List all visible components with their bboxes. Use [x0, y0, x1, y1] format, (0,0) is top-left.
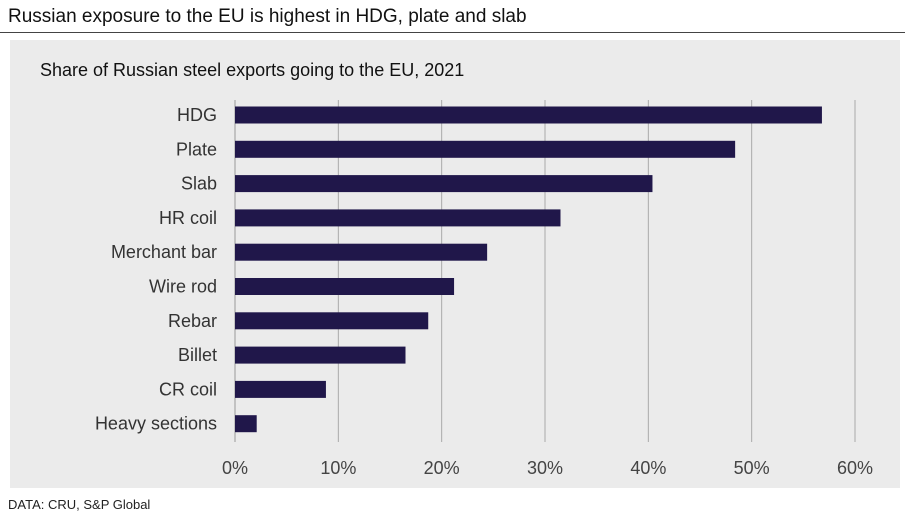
category-label: Billet [178, 345, 217, 365]
bar-wire-rod [235, 278, 455, 295]
x-tick-label: 0% [222, 458, 248, 478]
category-label: Merchant bar [111, 242, 217, 262]
category-label: Plate [176, 139, 217, 159]
category-label: Rebar [168, 311, 217, 331]
category-label: HDG [177, 105, 217, 125]
page-title: Russian exposure to the EU is highest in… [8, 6, 527, 27]
title-divider [0, 32, 905, 33]
bar-hr-coil [235, 209, 561, 227]
x-tick-label: 60% [837, 458, 873, 478]
bar-heavy-sections [235, 415, 257, 433]
x-tick-label: 40% [630, 458, 666, 478]
bar-cr-coil [235, 380, 326, 398]
category-label: Wire rod [149, 277, 217, 297]
bar-rebar [235, 312, 429, 330]
category-label: Heavy sections [95, 414, 217, 434]
category-label: Slab [181, 174, 217, 194]
bar-plate [235, 140, 736, 158]
category-label: CR coil [159, 379, 217, 399]
chart-title: Share of Russian steel exports going to … [40, 60, 465, 80]
x-tick-label: 50% [734, 458, 770, 478]
bar-billet [235, 346, 406, 364]
x-tick-label: 10% [320, 458, 356, 478]
x-tick-label: 20% [424, 458, 460, 478]
bar-merchant-bar [235, 243, 488, 261]
x-tick-label: 30% [527, 458, 563, 478]
source-note: DATA: CRU, S&P Global [8, 497, 151, 512]
bar-hdg [235, 106, 822, 124]
category-label: HR coil [159, 208, 217, 228]
bar-slab [235, 175, 653, 193]
